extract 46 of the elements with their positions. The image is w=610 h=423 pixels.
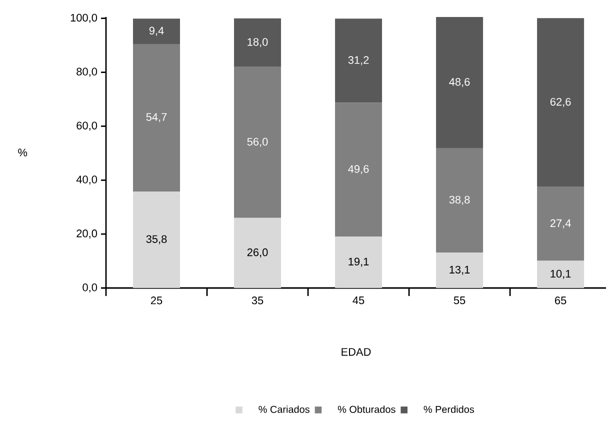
data-label: 49,6 — [348, 165, 369, 174]
data-label: 62,6 — [550, 98, 571, 108]
data-label: 31,2 — [348, 56, 369, 66]
bar — [436, 252, 484, 288]
bar — [234, 18, 282, 67]
bar — [335, 18, 382, 103]
legend-label: % Cariados — [258, 406, 310, 413]
bar — [234, 66, 282, 218]
bar — [537, 18, 584, 187]
data-label: 10,1 — [550, 270, 571, 279]
data-label: 27,4 — [550, 219, 571, 228]
x-tick-label: 55 — [454, 296, 466, 304]
data-label: 54,7 — [146, 113, 167, 122]
y-tick-label: 100,0 — [70, 14, 98, 23]
x-tick-label: 65 — [555, 296, 566, 304]
data-label: 38,8 — [449, 196, 470, 205]
x-tick-label: 45 — [352, 296, 364, 304]
bar — [436, 148, 484, 253]
data-label: 13,1 — [450, 266, 470, 275]
legend-label: % Perdidos — [424, 406, 474, 413]
bar — [133, 44, 180, 192]
y-tick-label: 40,0 — [76, 176, 98, 185]
y-axis-title: % — [18, 148, 28, 156]
bar — [335, 236, 382, 288]
x-tick-label: 35 — [252, 296, 264, 304]
x-axis-title: EDAD — [342, 348, 371, 356]
bar — [436, 16, 484, 148]
data-label: 35,8 — [146, 235, 167, 244]
bar — [537, 186, 584, 261]
y-tick-label: 60,0 — [76, 122, 98, 131]
legend-label: % Obturados — [338, 406, 396, 413]
y-tick-label: 0,0 — [82, 283, 98, 293]
bar — [537, 260, 584, 288]
data-label: 9,4 — [149, 26, 164, 36]
data-label: 19,1 — [348, 258, 369, 267]
bar — [335, 102, 382, 236]
y-tick-label: 20,0 — [76, 230, 98, 239]
data-label: 48,6 — [449, 78, 470, 88]
data-label: 56,0 — [247, 138, 268, 147]
bar — [133, 18, 180, 44]
bar — [234, 218, 282, 288]
data-label: 26,0 — [247, 248, 268, 258]
y-tick-label: 80,0 — [76, 68, 98, 77]
bar — [133, 191, 180, 288]
data-label: 18,0 — [248, 38, 268, 48]
x-tick-label: 25 — [150, 296, 162, 304]
